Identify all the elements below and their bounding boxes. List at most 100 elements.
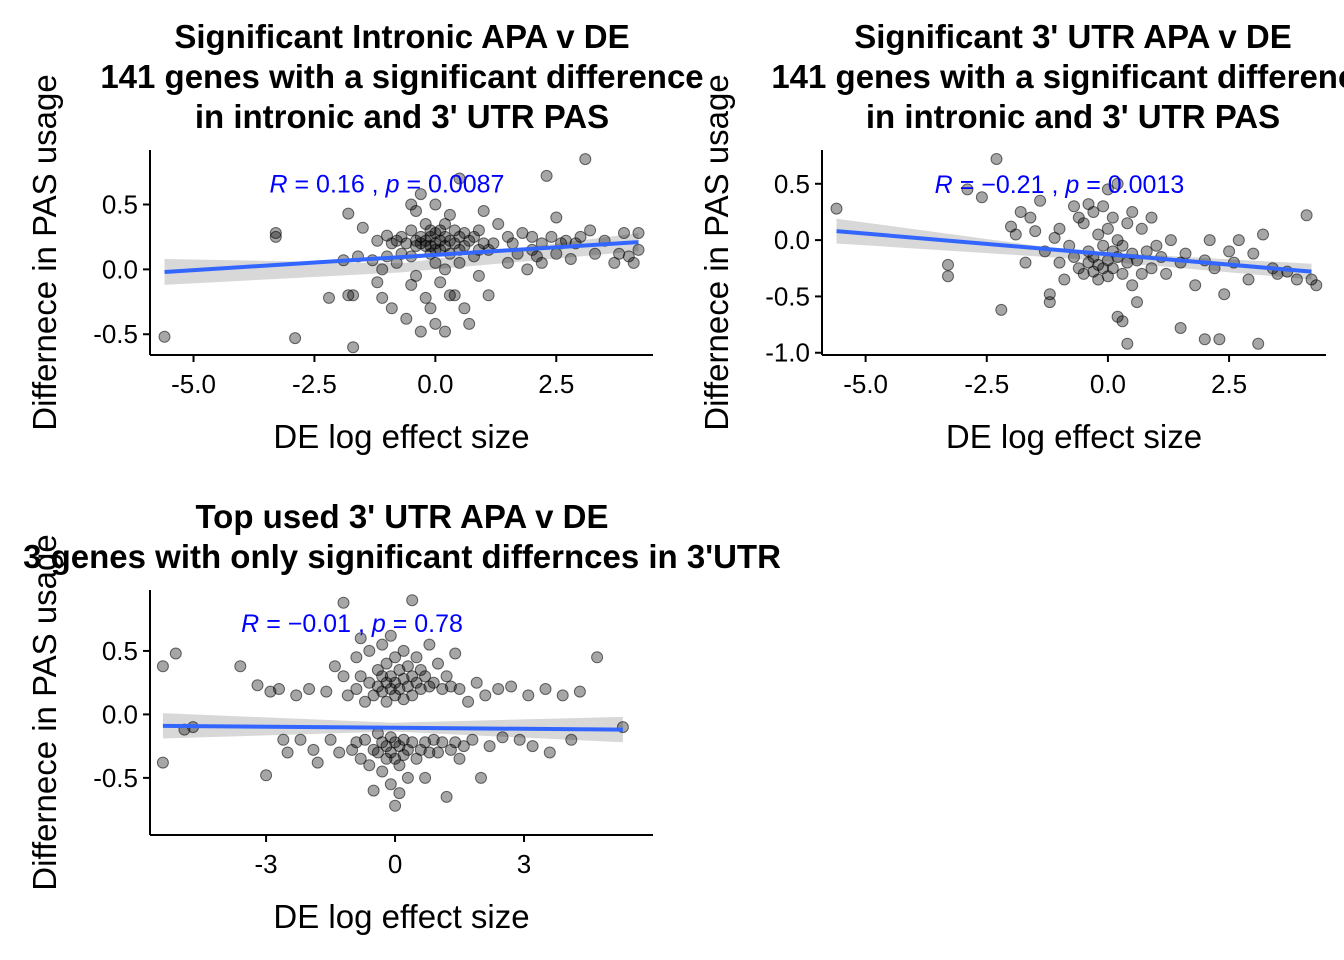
data-point <box>436 736 449 749</box>
data-point <box>439 325 451 338</box>
data-point <box>1009 228 1022 241</box>
data-point <box>303 683 316 695</box>
data-point <box>1092 228 1105 241</box>
data-point <box>1135 222 1148 235</box>
data-point <box>354 670 367 683</box>
data-point <box>550 247 563 260</box>
data-point <box>234 660 247 673</box>
data-point <box>376 670 389 683</box>
data-point <box>277 733 290 746</box>
data-point <box>1213 333 1226 346</box>
data-point <box>468 230 480 243</box>
data-point <box>622 250 635 263</box>
data-point <box>342 289 355 302</box>
data-point <box>1218 288 1231 301</box>
data-point <box>158 330 171 343</box>
data-point <box>530 250 543 263</box>
stat-space <box>1045 171 1052 199</box>
data-point <box>584 224 597 237</box>
data-point <box>457 740 470 753</box>
stat-p-value: = 0.0087 <box>406 171 504 199</box>
x-tick-label: -2.5 <box>964 369 1009 399</box>
confidence-band <box>836 218 1312 280</box>
data-point <box>1121 337 1134 350</box>
data-point <box>429 198 442 211</box>
data-point <box>400 312 413 325</box>
x-tick-label: -2.5 <box>292 369 337 399</box>
data-point <box>1116 239 1129 252</box>
data-point <box>1150 239 1163 252</box>
x-tick-label: -5.0 <box>843 369 888 399</box>
data-point <box>307 743 320 756</box>
chart-title-line: Significant Intronic APA v DE <box>174 18 629 55</box>
x-tick-label: 3 <box>517 849 531 879</box>
data-point <box>324 733 337 746</box>
data-point <box>453 256 466 269</box>
data-point <box>472 224 485 237</box>
data-point <box>367 784 380 797</box>
data-point <box>440 790 453 803</box>
stat-space <box>379 171 386 199</box>
data-point <box>380 752 393 765</box>
data-point <box>466 733 479 746</box>
data-point <box>1077 217 1090 230</box>
data-point <box>380 676 393 689</box>
data-point <box>483 740 496 753</box>
data-point <box>1048 231 1061 244</box>
data-point <box>439 263 451 276</box>
scatter-points <box>830 153 1323 350</box>
data-point <box>579 153 592 166</box>
data-point <box>1232 234 1245 247</box>
data-point <box>1034 194 1047 207</box>
chart-title-line: in intronic and 3' UTR PAS <box>195 98 609 135</box>
data-point <box>359 733 371 746</box>
data-point <box>1014 206 1027 218</box>
y-axis-label: Differnece in PAS usage <box>698 74 735 431</box>
y-tick-label: 0.5 <box>102 189 138 219</box>
data-point <box>384 629 397 642</box>
data-point <box>371 664 384 676</box>
data-point <box>354 632 367 645</box>
data-point <box>414 188 427 201</box>
y-tick-label: -0.5 <box>765 281 810 311</box>
data-point <box>1101 222 1114 235</box>
data-point <box>526 740 539 753</box>
scatter-points <box>156 594 629 812</box>
data-point <box>393 787 406 800</box>
data-point <box>448 224 461 237</box>
data-point <box>371 234 384 247</box>
data-point <box>453 683 466 695</box>
data-point <box>281 746 294 759</box>
data-point <box>1145 262 1158 275</box>
data-point <box>1242 273 1255 286</box>
data-point <box>591 651 604 664</box>
data-point <box>1247 247 1260 260</box>
data-point <box>260 769 273 782</box>
data-point <box>1145 211 1158 224</box>
data-point <box>371 746 384 759</box>
data-point <box>496 731 509 744</box>
x-tick-label: -3 <box>255 849 278 879</box>
y-axis-label: Differnece in PAS usage <box>26 74 63 431</box>
data-point <box>1160 267 1173 280</box>
data-point <box>1300 209 1313 222</box>
chart-panel-3: Top used 3' UTR APA v DE3 genes with onl… <box>23 498 781 935</box>
data-point <box>434 224 447 237</box>
data-point <box>1077 267 1090 280</box>
data-point <box>462 695 475 708</box>
data-point <box>975 191 988 204</box>
data-point <box>1126 206 1139 218</box>
chart-title-line: Significant 3' UTR APA v DE <box>854 18 1292 55</box>
data-point <box>341 689 354 702</box>
data-point <box>565 733 578 746</box>
data-point <box>376 638 389 651</box>
data-point <box>311 756 324 769</box>
data-point <box>414 664 427 676</box>
data-point <box>995 303 1008 316</box>
data-point <box>487 237 500 250</box>
data-point <box>472 269 485 282</box>
data-point <box>505 680 518 693</box>
data-point <box>543 746 556 759</box>
